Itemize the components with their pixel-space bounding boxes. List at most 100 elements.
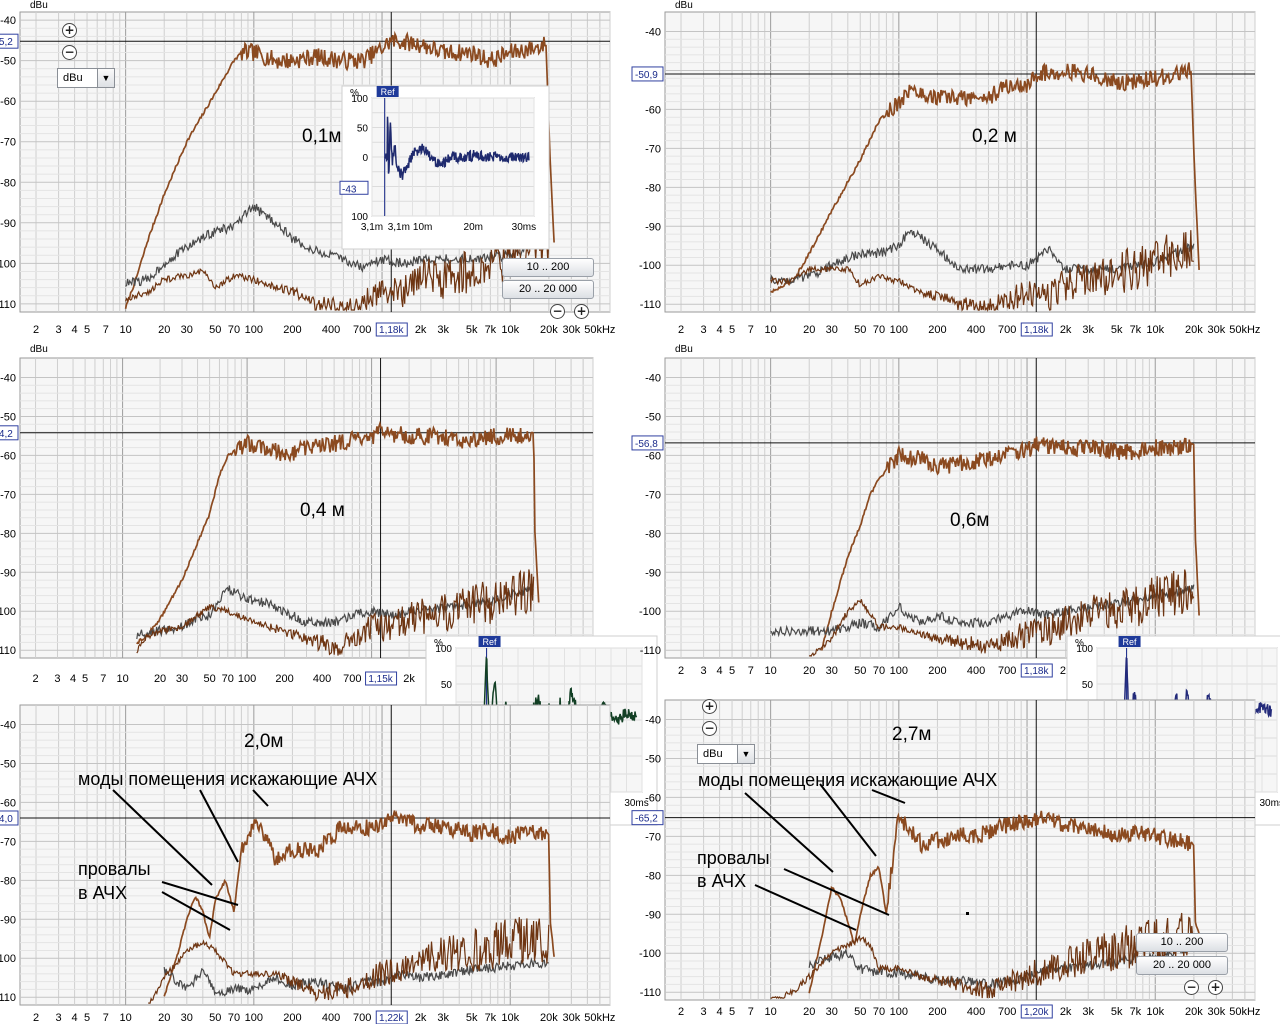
zoom-in-icon[interactable]: +: [1208, 980, 1223, 995]
y-tick-label: -40: [645, 372, 661, 384]
x-tick-label: 50: [203, 673, 215, 685]
x-tick-label: 4: [72, 324, 78, 336]
x-tick-label: 30: [181, 324, 193, 336]
series-line-3: [770, 230, 1194, 312]
y-tick-label: -110: [640, 299, 661, 311]
inset-x-tick: 3,1m: [361, 222, 383, 233]
y-tick-label: -100: [0, 953, 16, 965]
series-line-1: [136, 420, 540, 645]
x-tick-label: 70: [222, 673, 234, 685]
x-tick-label: 2k: [415, 1012, 427, 1024]
x-tick-label: 2: [32, 673, 38, 685]
x-tick-label: 1,20k: [1024, 1007, 1049, 1018]
series-line-3: [125, 229, 550, 313]
range-button-2[interactable]: 20 .. 20 000: [502, 280, 594, 299]
chevron-down-icon[interactable]: ▼: [97, 69, 114, 87]
annotation-arrow: [754, 884, 857, 931]
annotation-dips-2: в АЧХ: [78, 883, 127, 903]
x-tick-label: 700: [998, 324, 1016, 336]
zoom-in-icon[interactable]: +: [574, 304, 589, 319]
x-tick-label: 2: [33, 324, 39, 336]
x-tick-label: 10: [116, 673, 128, 685]
x-tick-label: 3: [56, 324, 62, 336]
inset-y-tick: 50: [1082, 680, 1094, 691]
x-tick-label: 50kHz: [584, 1012, 615, 1024]
range-button-1[interactable]: 10 .. 200: [502, 258, 594, 277]
chart-title: 2,0м: [244, 731, 283, 752]
y-tick-label: -70: [0, 489, 16, 501]
zoom-in-icon[interactable]: +: [702, 699, 717, 714]
x-tick-label: 20: [803, 1006, 815, 1018]
x-tick-label: 4: [72, 1012, 78, 1024]
y-tick-label: -70: [645, 489, 661, 501]
x-tick-label: 10: [120, 324, 132, 336]
series-line-2: [125, 203, 550, 287]
annotation-arrow: [252, 789, 269, 807]
x-tick-label: 2k: [403, 673, 415, 685]
x-tick-label: 100: [890, 1006, 908, 1018]
x-tick-label: 400: [967, 1006, 985, 1018]
y-tick-label: -90: [0, 914, 16, 926]
series-line-1: [770, 62, 1200, 294]
chevron-down-icon[interactable]: ▼: [737, 745, 754, 763]
zoom-out-icon[interactable]: −: [62, 45, 77, 60]
y-axis-label: dBu: [675, 0, 693, 11]
x-tick-label: 1,18k: [1024, 666, 1049, 677]
zoom-in-icon[interactable]: +: [62, 23, 77, 38]
x-tick-label: 7: [103, 1012, 109, 1024]
x-tick-label: 100: [245, 324, 263, 336]
x-tick-label: 10k: [1146, 324, 1164, 336]
unit-select-value: dBu: [703, 748, 723, 760]
x-tick-label: 5: [729, 1006, 735, 1018]
cursor-y-label: -45,2: [0, 37, 13, 48]
range-button-1[interactable]: 10 .. 200: [1136, 933, 1228, 952]
x-tick-label: 3: [701, 324, 707, 336]
zoom-out-icon[interactable]: −: [550, 304, 565, 319]
y-tick-label: -60: [645, 104, 661, 116]
annotation-arrow: [161, 881, 239, 906]
x-tick-label: 100: [890, 665, 908, 677]
inset-x-tick: 10m: [413, 222, 432, 233]
x-tick-label: 10k: [501, 324, 519, 336]
x-tick-label: 200: [283, 324, 301, 336]
y-tick-label: -40: [0, 719, 16, 731]
x-tick-label: 1,18k: [379, 325, 404, 336]
x-tick-label: 4: [70, 673, 76, 685]
cursor-x-box: [1020, 663, 1053, 678]
cursor-y-box: [631, 435, 664, 451]
zoom-out-icon[interactable]: −: [702, 721, 717, 736]
x-tick-label: 2: [678, 665, 684, 677]
zoom-out-icon[interactable]: −: [1184, 980, 1199, 995]
y-tick-label: -40: [645, 26, 661, 38]
x-tick-label: 70: [873, 1006, 885, 1018]
x-tick-label: 30k: [1208, 324, 1226, 336]
x-tick-label: 5k: [466, 1012, 478, 1024]
y-tick-label: -70: [645, 831, 661, 843]
y-tick-label: -100: [639, 260, 661, 272]
x-tick-label: 5k: [1111, 1006, 1123, 1018]
chart-title: 0,2 м: [972, 126, 1017, 147]
series-line-3: [808, 569, 1195, 657]
y-tick-label: -80: [0, 875, 16, 887]
inset-y-tick: 100: [351, 212, 368, 223]
x-tick-label: 7k: [485, 324, 497, 336]
y-tick-label: -80: [0, 177, 16, 189]
chart-panel-1: -40 -50 -60 -70 -80 -90 -100 -110 dBu 2 345 7 10 20 30…: [0, 0, 615, 337]
inset-x-tick: 20m: [464, 222, 483, 233]
unit-select[interactable]: dBu ▼: [57, 68, 115, 88]
cursor-y-box: [631, 66, 664, 82]
x-tick-label: 4: [717, 324, 723, 336]
unit-select[interactable]: dBu ▼: [697, 744, 755, 764]
x-tick-label: 20k: [1185, 324, 1203, 336]
cursor-y-label: -64,0: [0, 814, 13, 825]
x-tick-label: 7: [748, 665, 754, 677]
x-tick-label: 7: [103, 324, 109, 336]
y-tick-label: -60: [0, 96, 16, 108]
y-tick-label: -40: [0, 372, 16, 384]
x-tick-label: 20k: [540, 324, 558, 336]
y-tick-label: -80: [645, 870, 661, 882]
x-tick-label: 100: [245, 1012, 263, 1024]
range-button-2[interactable]: 20 .. 20 000: [1136, 956, 1228, 975]
x-tick-label: 2k: [1060, 324, 1072, 336]
y-axis-label: dBu: [30, 344, 48, 355]
